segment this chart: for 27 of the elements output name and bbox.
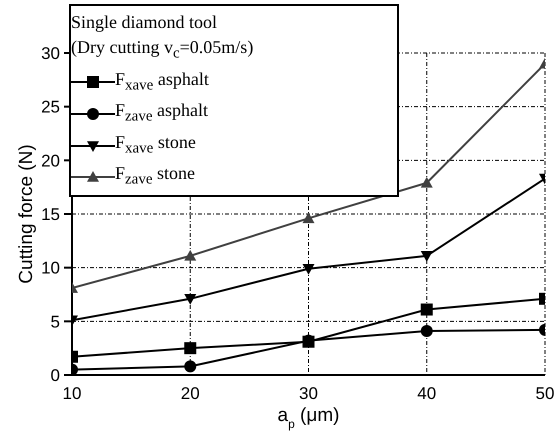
- y-tick-label: 25: [41, 98, 60, 117]
- y-tick-label: 5: [50, 312, 60, 332]
- point: [302, 264, 314, 275]
- point: [420, 176, 433, 188]
- y-tick-label: 30: [41, 44, 60, 64]
- y-tick-label: 20: [41, 151, 60, 170]
- y-tick-label: 10: [41, 258, 60, 278]
- point: [420, 251, 433, 262]
- y-tick-label: 15: [41, 205, 60, 224]
- point: [420, 304, 433, 316]
- legend-label: F$_{zave}$ asphalt: [115, 99, 208, 127]
- legend-label: F$_{xave}$ stone: [115, 130, 196, 158]
- legend-label: F$_{zave}$ stone: [115, 162, 195, 190]
- point: [184, 342, 196, 354]
- x-tick-label: 50: [536, 384, 554, 404]
- x-tick-label: 20: [180, 384, 200, 404]
- y-axis-title: Cutting force (N): [16, 144, 37, 284]
- x-tick-label: 10: [62, 384, 82, 404]
- point: [184, 294, 196, 305]
- x-axis-title: a$_{p}$ (μm): [278, 405, 340, 431]
- legend-label: F$_{xave}$ asphalt: [115, 68, 209, 96]
- legend-title: Single diamond tool (Dry cutting v$_{c}$=0.05m/s): [71, 11, 254, 64]
- y-tick-label: 0: [50, 366, 60, 386]
- x-tick-label: 40: [417, 384, 436, 404]
- point: [302, 212, 314, 224]
- point: [184, 250, 196, 261]
- x-tick-label: 30: [299, 384, 318, 404]
